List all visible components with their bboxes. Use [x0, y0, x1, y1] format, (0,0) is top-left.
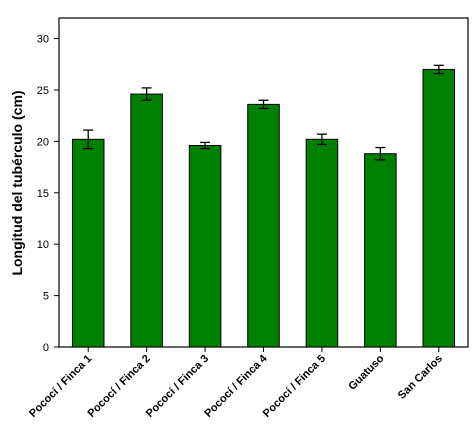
x-tick-label: Pococí / Finca 1 [27, 353, 94, 420]
x-tick-label: Pococí / Finca 3 [144, 353, 211, 420]
bar [130, 93, 163, 348]
y-tick-label: 20 [37, 136, 49, 148]
bar [364, 153, 397, 348]
bar [305, 138, 339, 348]
y-tick-label: 10 [37, 239, 49, 251]
y-tick-label: 15 [37, 188, 49, 200]
y-tick-label: 5 [43, 291, 49, 303]
x-tick-label: Guatuso [346, 352, 386, 392]
y-tick-label: 25 [37, 85, 49, 97]
bar [247, 103, 280, 348]
bar [188, 144, 222, 348]
x-tick-label: Pococí / Finca 4 [202, 352, 270, 420]
y-axis-title: Longitud del tubérculo (cm) [9, 90, 25, 275]
x-tick-label: San Carlos [396, 353, 445, 402]
y-tick-label: 0 [43, 342, 49, 354]
x-tick-label: Pococí / Finca 5 [261, 353, 328, 420]
bar [422, 68, 456, 348]
bar [71, 138, 105, 348]
x-tick-label: Pococí / Finca 2 [85, 353, 152, 420]
y-tick-label: 30 [37, 34, 49, 46]
